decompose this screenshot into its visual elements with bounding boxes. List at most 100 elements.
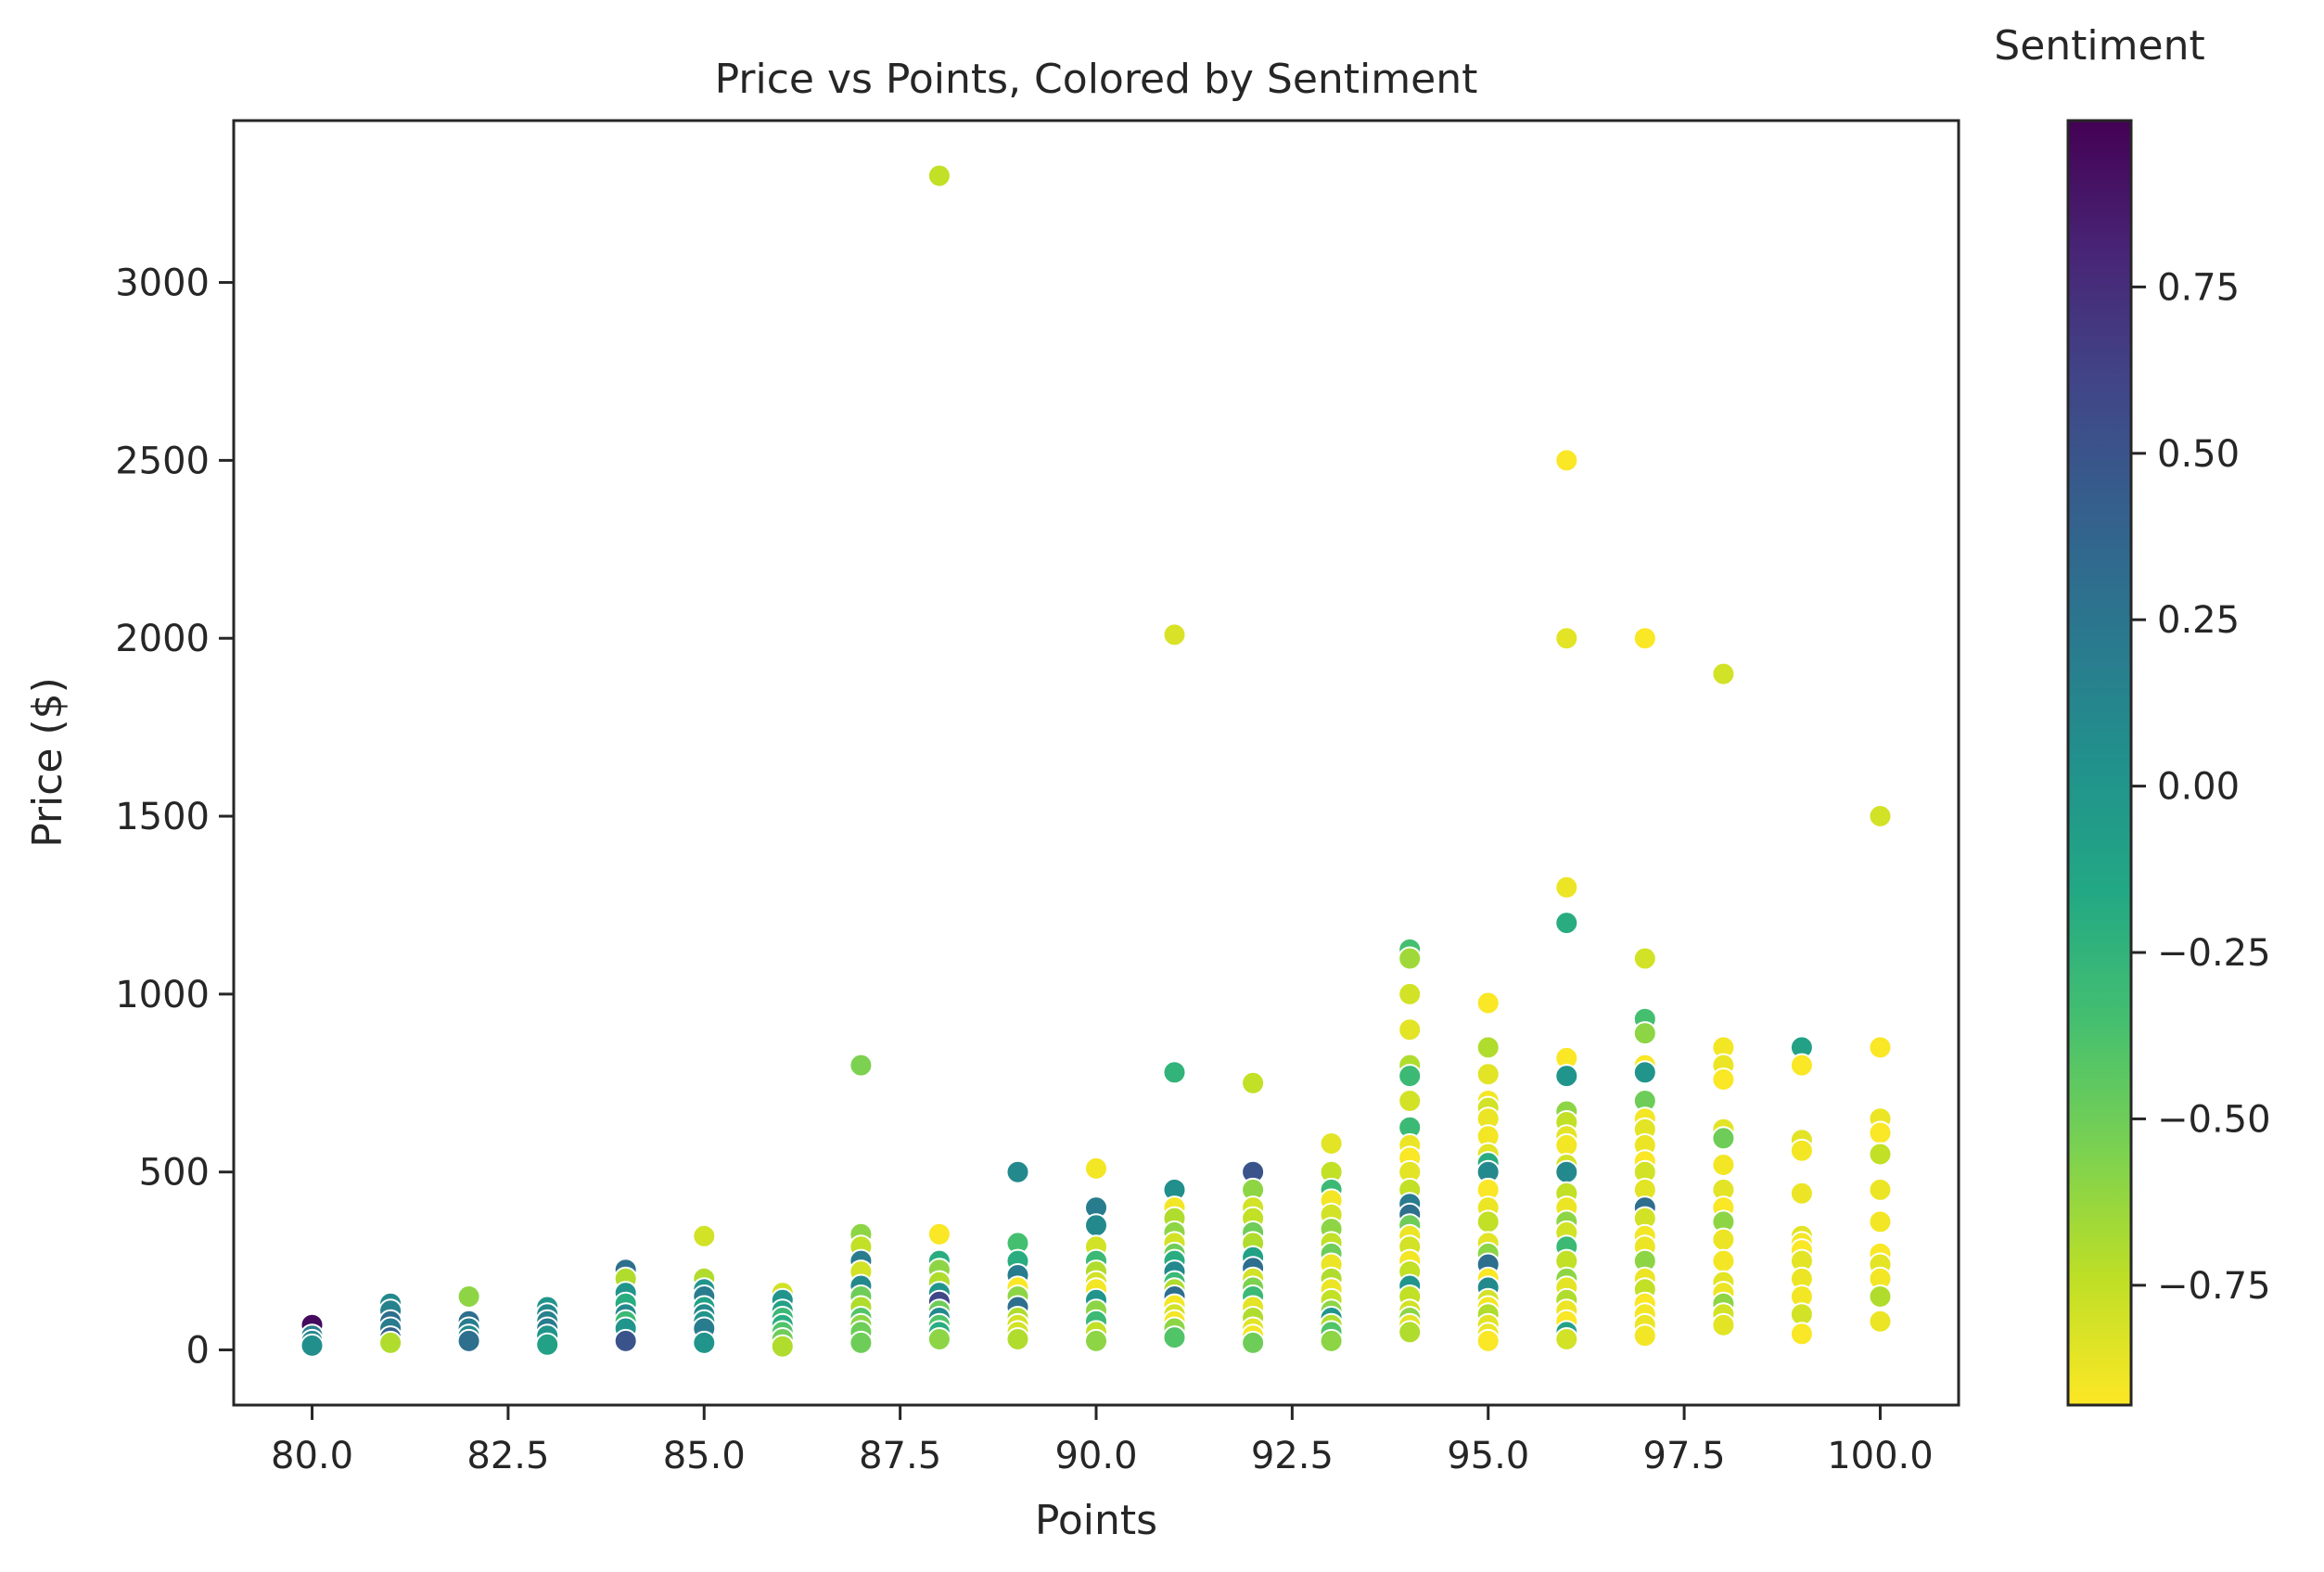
scatter-point	[1084, 1213, 1108, 1238]
scatter-point	[1789, 1181, 1814, 1206]
x-tick-label: 85.0	[663, 1435, 746, 1477]
scatter-point	[1554, 1327, 1579, 1351]
scatter-point	[1319, 1131, 1344, 1156]
y-axis-label: Price ($)	[24, 677, 71, 848]
scatter-point	[1711, 661, 1736, 686]
scatter-point	[1398, 1320, 1423, 1345]
chart-title: Price vs Points, Colored by Sentiment	[715, 56, 1478, 103]
colorbar	[2066, 119, 2133, 1407]
y-axis: 0 500 1000 1500 2000 2500 3000	[115, 262, 234, 1373]
scatter-point	[1554, 448, 1579, 473]
scatter-point	[692, 1223, 717, 1248]
scatter-point	[926, 1327, 951, 1351]
scatter-point	[1632, 946, 1657, 971]
scatter-point	[1162, 1325, 1187, 1350]
scatter-point	[1789, 1322, 1814, 1347]
scatter-point	[535, 1332, 560, 1357]
y-tick-label: 0	[186, 1330, 210, 1373]
scatter-point	[1554, 875, 1579, 900]
scatter-point	[770, 1334, 795, 1359]
scatter-point	[1554, 626, 1579, 651]
scatter-point	[1711, 1227, 1736, 1252]
scatter-point	[1475, 1328, 1500, 1353]
x-tick-label: 90.0	[1054, 1435, 1137, 1477]
scatter-point	[1475, 990, 1500, 1016]
x-tick-label: 92.5	[1251, 1435, 1334, 1477]
scatter-point	[1005, 1159, 1030, 1184]
points-layer	[300, 163, 1893, 1359]
y-tick-label: 1000	[115, 974, 210, 1016]
x-axis-label: Points	[1035, 1497, 1157, 1544]
y-tick-label: 3000	[115, 262, 210, 305]
scatter-point	[1711, 1153, 1736, 1177]
scatter-point	[692, 1330, 717, 1355]
scatter-point	[1868, 1035, 1893, 1060]
y-tick-label: 2500	[115, 440, 210, 482]
scatter-point	[456, 1328, 481, 1353]
scatter-point	[1632, 1323, 1657, 1348]
scatter-point	[1868, 1120, 1893, 1145]
x-tick-label: 100.0	[1827, 1435, 1934, 1477]
scatter-point	[1632, 626, 1657, 651]
scatter-point	[1398, 1064, 1423, 1089]
scatter-point	[300, 1333, 325, 1358]
scatter-point	[849, 1330, 874, 1355]
scatter-point	[456, 1284, 481, 1309]
scatter-point	[1868, 1309, 1893, 1334]
scatter-point	[1554, 1064, 1579, 1089]
scatter-point	[1398, 1017, 1423, 1042]
scatter-point	[1475, 1209, 1500, 1234]
scatter-point	[1868, 1177, 1893, 1202]
x-tick-label: 97.5	[1643, 1435, 1726, 1477]
scatter-point	[1789, 1053, 1814, 1078]
y-tick-label: 1500	[115, 796, 210, 838]
colorbar-tick-label: −0.50	[2157, 1098, 2271, 1141]
scatter-point	[1711, 1067, 1736, 1092]
scatter-point	[926, 1221, 951, 1246]
scatter-point	[1005, 1327, 1030, 1351]
scatter-point	[613, 1328, 638, 1353]
x-tick-label: 80.0	[271, 1435, 353, 1477]
x-axis: 80.0 82.5 85.0 87.5 90.0 92.5 95.0 97.5 100.0	[271, 1405, 1934, 1477]
scatter-point	[1475, 1062, 1500, 1087]
scatter-point	[1789, 1138, 1814, 1163]
scatter-point	[1711, 1126, 1736, 1151]
scatter-point	[1868, 804, 1893, 828]
scatter-point	[1319, 1328, 1344, 1353]
scatter-point	[1241, 1330, 1266, 1355]
scatter-point	[1554, 1159, 1579, 1184]
colorbar-tick-label: −0.75	[2157, 1265, 2271, 1308]
scatter-point	[378, 1330, 403, 1355]
colorbar-tick-label: 0.75	[2157, 266, 2240, 309]
x-tick-label: 87.5	[859, 1435, 941, 1477]
scatter-point	[1868, 1284, 1893, 1309]
colorbar-tick-label: −0.25	[2157, 932, 2271, 975]
scatter-point	[1162, 1060, 1187, 1085]
colorbar-tick-label: 0.50	[2157, 433, 2240, 476]
y-tick-label: 2000	[115, 618, 210, 660]
scatter-point	[1398, 946, 1423, 971]
colorbar-axis: −0.75 −0.50 −0.25 0.00 0.25 0.50 0.75	[2131, 266, 2271, 1308]
scatter-point	[1162, 622, 1187, 647]
scatter-point	[1554, 911, 1579, 936]
scatter-point	[1398, 981, 1423, 1006]
scatter-point	[1868, 1142, 1893, 1167]
scatter-point	[1084, 1156, 1108, 1181]
scatter-point	[1241, 1070, 1266, 1095]
scatter-point	[1711, 1312, 1736, 1337]
colorbar-tick-label: 0.00	[2157, 766, 2240, 809]
x-tick-label: 82.5	[466, 1435, 549, 1477]
scatter-point	[1632, 1021, 1657, 1046]
scatter-point	[849, 1053, 874, 1078]
y-tick-label: 500	[139, 1152, 210, 1195]
scatter-point	[1398, 1089, 1423, 1113]
colorbar-label: Sentiment	[1994, 22, 2204, 70]
scatter-point	[926, 163, 951, 188]
x-tick-label: 95.0	[1447, 1435, 1529, 1477]
scatter-point	[1711, 1248, 1736, 1273]
scatter-point	[1084, 1328, 1108, 1353]
scatter-point	[1632, 1060, 1657, 1085]
scatter-point	[1475, 1035, 1500, 1060]
scatter-point	[1868, 1209, 1893, 1234]
